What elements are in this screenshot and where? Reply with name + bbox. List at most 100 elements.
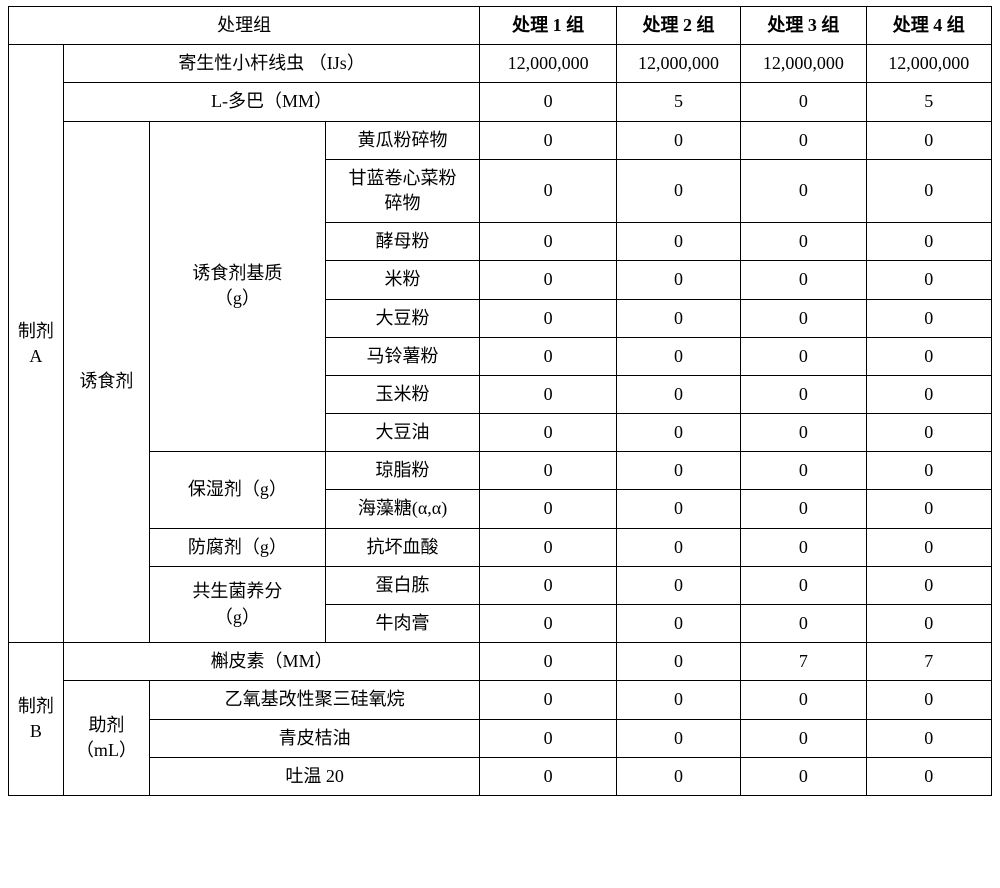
adjuvant-2-v1: 0 bbox=[480, 757, 617, 795]
matrix-1-v1: 0 bbox=[480, 159, 617, 222]
nutrient-0-v1: 0 bbox=[480, 566, 617, 604]
preservative-0-v2: 0 bbox=[616, 528, 740, 566]
matrix-3-v4: 0 bbox=[866, 261, 991, 299]
humectant-0-v3: 0 bbox=[741, 452, 866, 490]
preservative-label: 防腐剂（g） bbox=[150, 528, 326, 566]
row-matrix-0: 诱食剂 诱食剂基质（g） 黄瓜粉碎物 0 0 0 0 bbox=[9, 121, 992, 159]
row-adjuvant-2: 吐温 20 0 0 0 0 bbox=[9, 757, 992, 795]
adjuvant-0-v4: 0 bbox=[866, 681, 991, 719]
nutrient-1-v2: 0 bbox=[616, 605, 740, 643]
nematode-v3: 12,000,000 bbox=[741, 45, 866, 83]
quercetin-v4: 7 bbox=[866, 643, 991, 681]
matrix-7-v2: 0 bbox=[616, 414, 740, 452]
nutrient-0-v2: 0 bbox=[616, 566, 740, 604]
matrix-2-v1: 0 bbox=[480, 223, 617, 261]
preservative-0-v4: 0 bbox=[866, 528, 991, 566]
matrix-3-v1: 0 bbox=[480, 261, 617, 299]
matrix-6-name: 玉米粉 bbox=[325, 375, 479, 413]
adjuvant-2-name: 吐温 20 bbox=[150, 757, 480, 795]
ldopa-label: L-多巴（MM） bbox=[63, 83, 479, 121]
adjuvant-1-v4: 0 bbox=[866, 719, 991, 757]
matrix-7-name: 大豆油 bbox=[325, 414, 479, 452]
preservative-0-name: 抗坏血酸 bbox=[325, 528, 479, 566]
matrix-5-v2: 0 bbox=[616, 337, 740, 375]
matrix-4-v4: 0 bbox=[866, 299, 991, 337]
humectant-1-v2: 0 bbox=[616, 490, 740, 528]
matrix-0-name: 黄瓜粉碎物 bbox=[325, 121, 479, 159]
row-ldopa: L-多巴（MM） 0 5 0 5 bbox=[9, 83, 992, 121]
ldopa-v4: 5 bbox=[866, 83, 991, 121]
matrix-2-v3: 0 bbox=[741, 223, 866, 261]
adjuvant-0-v2: 0 bbox=[616, 681, 740, 719]
humectant-label: 保湿剂（g） bbox=[150, 452, 326, 528]
ldopa-v3: 0 bbox=[741, 83, 866, 121]
humectant-0-v1: 0 bbox=[480, 452, 617, 490]
adjuvant-1-v3: 0 bbox=[741, 719, 866, 757]
adjuvant-0-v1: 0 bbox=[480, 681, 617, 719]
matrix-4-v2: 0 bbox=[616, 299, 740, 337]
row-nutrient-0: 共生菌养分（g） 蛋白胨 0 0 0 0 bbox=[9, 566, 992, 604]
row-nematode: 制剂A 寄生性小杆线虫 （IJs） 12,000,000 12,000,000 … bbox=[9, 45, 992, 83]
matrix-5-v1: 0 bbox=[480, 337, 617, 375]
row-adjuvant-0: 助剂（mL） 乙氧基改性聚三硅氧烷 0 0 0 0 bbox=[9, 681, 992, 719]
composition-table: 处理组 处理 1 组 处理 2 组 处理 3 组 处理 4 组 制剂A 寄生性小… bbox=[8, 6, 992, 796]
adjuvant-2-v4: 0 bbox=[866, 757, 991, 795]
matrix-0-v4: 0 bbox=[866, 121, 991, 159]
matrix-3-v2: 0 bbox=[616, 261, 740, 299]
nematode-v4: 12,000,000 bbox=[866, 45, 991, 83]
nutrient-0-v3: 0 bbox=[741, 566, 866, 604]
adjuvant-2-v2: 0 bbox=[616, 757, 740, 795]
header-g3: 处理 3 组 bbox=[741, 7, 866, 45]
header-group-label: 处理组 bbox=[9, 7, 480, 45]
humectant-0-v4: 0 bbox=[866, 452, 991, 490]
quercetin-label: 槲皮素（MM） bbox=[63, 643, 479, 681]
matrix-7-v3: 0 bbox=[741, 414, 866, 452]
header-g2: 处理 2 组 bbox=[616, 7, 740, 45]
nutrient-1-name: 牛肉膏 bbox=[325, 605, 479, 643]
matrix-2-v2: 0 bbox=[616, 223, 740, 261]
matrix-3-name: 米粉 bbox=[325, 261, 479, 299]
matrix-4-v3: 0 bbox=[741, 299, 866, 337]
matrix-4-v1: 0 bbox=[480, 299, 617, 337]
matrix-7-v1: 0 bbox=[480, 414, 617, 452]
matrix-1-v4: 0 bbox=[866, 159, 991, 222]
adjuvant-1-name: 青皮桔油 bbox=[150, 719, 480, 757]
nutrient-1-v3: 0 bbox=[741, 605, 866, 643]
matrix-7-v4: 0 bbox=[866, 414, 991, 452]
matrix-5-v3: 0 bbox=[741, 337, 866, 375]
matrix-1-v3: 0 bbox=[741, 159, 866, 222]
humectant-1-v1: 0 bbox=[480, 490, 617, 528]
row-humectant-0: 保湿剂（g） 琼脂粉 0 0 0 0 bbox=[9, 452, 992, 490]
ldopa-v2: 5 bbox=[616, 83, 740, 121]
matrix-4-name: 大豆粉 bbox=[325, 299, 479, 337]
adjuvant-1-v1: 0 bbox=[480, 719, 617, 757]
preservative-0-v3: 0 bbox=[741, 528, 866, 566]
matrix-5-name: 马铃薯粉 bbox=[325, 337, 479, 375]
matrix-0-v3: 0 bbox=[741, 121, 866, 159]
attractant-label: 诱食剂 bbox=[63, 121, 149, 643]
prepB-label: 制剂B bbox=[9, 643, 64, 796]
matrix-5-v4: 0 bbox=[866, 337, 991, 375]
adjuvant-0-name: 乙氧基改性聚三硅氧烷 bbox=[150, 681, 480, 719]
prepA-label: 制剂A bbox=[9, 45, 64, 643]
header-g1: 处理 1 组 bbox=[480, 7, 617, 45]
humectant-1-name: 海藻糖(α,α) bbox=[325, 490, 479, 528]
row-adjuvant-1: 青皮桔油 0 0 0 0 bbox=[9, 719, 992, 757]
quercetin-v3: 7 bbox=[741, 643, 866, 681]
nutrient-1-v1: 0 bbox=[480, 605, 617, 643]
matrix-label: 诱食剂基质（g） bbox=[150, 121, 326, 452]
matrix-2-v4: 0 bbox=[866, 223, 991, 261]
matrix-6-v1: 0 bbox=[480, 375, 617, 413]
humectant-1-v4: 0 bbox=[866, 490, 991, 528]
humectant-1-v3: 0 bbox=[741, 490, 866, 528]
nematode-v1: 12,000,000 bbox=[480, 45, 617, 83]
nutrient-1-v4: 0 bbox=[866, 605, 991, 643]
quercetin-v2: 0 bbox=[616, 643, 740, 681]
header-g4: 处理 4 组 bbox=[866, 7, 991, 45]
matrix-6-v3: 0 bbox=[741, 375, 866, 413]
matrix-2-name: 酵母粉 bbox=[325, 223, 479, 261]
matrix-1-v2: 0 bbox=[616, 159, 740, 222]
row-preservative-0: 防腐剂（g） 抗坏血酸 0 0 0 0 bbox=[9, 528, 992, 566]
humectant-0-name: 琼脂粉 bbox=[325, 452, 479, 490]
matrix-3-v3: 0 bbox=[741, 261, 866, 299]
